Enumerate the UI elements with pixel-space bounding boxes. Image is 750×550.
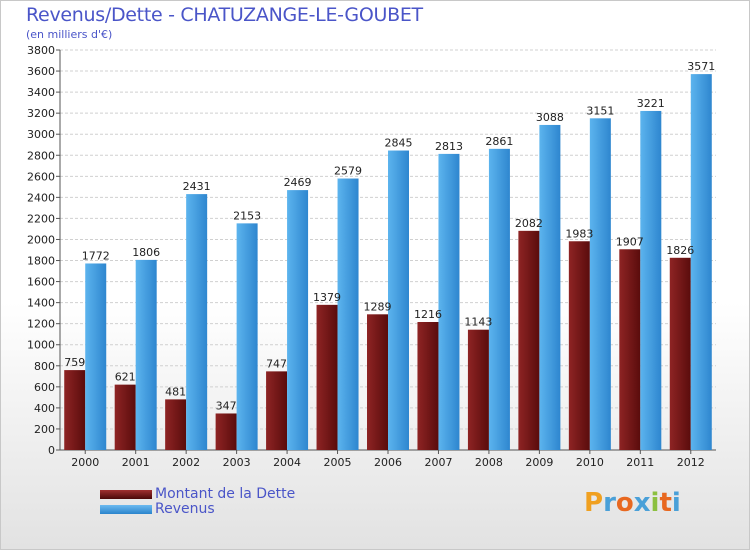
bar-revenue: [287, 190, 309, 450]
bar-debt: [316, 304, 338, 450]
bar-revenue: [640, 110, 662, 451]
data-label-debt: 2082: [515, 217, 543, 230]
x-tick-label: 2002: [172, 456, 200, 469]
bar-debt: [568, 241, 590, 450]
bar-debt: [114, 384, 136, 450]
bar-debt: [518, 230, 540, 450]
data-label-debt: 481: [165, 385, 186, 398]
data-label-debt: 1379: [313, 291, 341, 304]
x-tick-label: 2005: [324, 456, 352, 469]
bar-revenue: [337, 178, 359, 451]
legend-swatch-debt: [100, 490, 152, 499]
x-tick-label: 2008: [475, 456, 503, 469]
bar-revenue: [589, 118, 611, 450]
data-label-revenue: 3088: [536, 111, 564, 124]
bar-debt: [367, 314, 388, 450]
y-tick-label: 2600: [27, 170, 55, 183]
bar-revenue: [85, 263, 107, 450]
data-label-debt: 1143: [464, 316, 492, 329]
data-label-debt: 1826: [666, 244, 694, 257]
bar-debt: [417, 322, 439, 450]
y-tick-label: 3600: [27, 65, 55, 78]
data-label-debt: 759: [64, 356, 85, 369]
proxiti-logo: Proxiti: [584, 488, 681, 518]
data-label-revenue: 3221: [637, 97, 665, 110]
bar-debt: [165, 399, 187, 450]
x-tick-label: 2000: [71, 456, 99, 469]
data-label-revenue: 2845: [385, 137, 413, 150]
x-tick-label: 2007: [424, 456, 452, 469]
y-tick-label: 3000: [27, 128, 55, 141]
bar-revenue: [135, 259, 157, 450]
legend-swatch-revenue: [100, 505, 152, 514]
data-label-revenue: 2431: [183, 180, 211, 193]
y-tick-label: 1000: [27, 339, 55, 352]
y-tick-label: 0: [48, 444, 55, 457]
bar-revenue: [236, 223, 258, 450]
bar-revenue: [690, 74, 712, 451]
data-label-revenue: 2579: [334, 165, 362, 178]
bar-revenue: [438, 153, 460, 451]
data-label-revenue: 2469: [284, 176, 312, 189]
x-tick-label: 2009: [525, 456, 553, 469]
data-label-debt: 1983: [565, 227, 593, 240]
y-tick-label: 1800: [27, 255, 55, 268]
data-label-debt: 747: [266, 357, 287, 370]
y-tick-label: 1600: [27, 276, 55, 289]
y-tick-label: 2800: [27, 149, 55, 162]
data-label-revenue: 1806: [132, 246, 160, 259]
y-tick-label: 1200: [27, 318, 55, 331]
y-tick-label: 2000: [27, 233, 55, 246]
bar-debt: [64, 370, 86, 450]
data-label-debt: 1289: [364, 300, 392, 313]
x-tick-label: 2001: [122, 456, 150, 469]
x-tick-label: 2006: [374, 456, 402, 469]
y-tick-label: 600: [34, 381, 55, 394]
y-tick-label: 3200: [27, 107, 55, 120]
data-label-revenue: 3571: [687, 60, 715, 73]
data-label-debt: 1216: [414, 308, 442, 321]
y-tick-label: 2400: [27, 191, 55, 204]
bar-debt: [467, 329, 489, 450]
legend-label-revenue: Revenus: [155, 501, 215, 517]
x-tick-label: 2010: [576, 456, 604, 469]
y-tick-label: 2200: [27, 212, 55, 225]
bar-revenue: [488, 148, 510, 450]
data-label-revenue: 3151: [586, 104, 614, 117]
y-tick-label: 1400: [27, 297, 55, 310]
data-label-revenue: 2153: [233, 209, 261, 222]
y-tick-label: 200: [34, 423, 55, 436]
data-label-revenue: 1772: [82, 249, 110, 262]
bar-debt: [669, 257, 691, 450]
bar-revenue: [186, 194, 208, 450]
bar-debt: [619, 249, 641, 450]
chart-title: Revenus/Dette - CHATUZANGE-LE-GOUBET: [26, 4, 423, 26]
bar-revenue: [539, 124, 561, 451]
legend-label-debt: Montant de la Dette: [155, 486, 296, 502]
x-tick-label: 2012: [677, 456, 705, 469]
bar-revenue: [388, 150, 409, 451]
bar-debt: [266, 371, 288, 450]
x-tick-label: 2004: [273, 456, 301, 469]
bar-debt: [215, 413, 237, 450]
chart-subtitle: (en milliers d'€): [26, 28, 113, 41]
data-label-revenue: 2861: [485, 135, 513, 148]
data-label-debt: 347: [216, 399, 237, 412]
y-tick-label: 3800: [27, 44, 55, 57]
x-tick-label: 2003: [223, 456, 251, 469]
y-tick-label: 400: [34, 402, 55, 415]
data-label-debt: 621: [115, 371, 136, 384]
y-tick-label: 3400: [27, 86, 55, 99]
y-tick-label: 800: [34, 360, 55, 373]
data-label-revenue: 2813: [435, 140, 463, 153]
x-tick-label: 2011: [626, 456, 654, 469]
data-label-debt: 1907: [616, 235, 644, 248]
